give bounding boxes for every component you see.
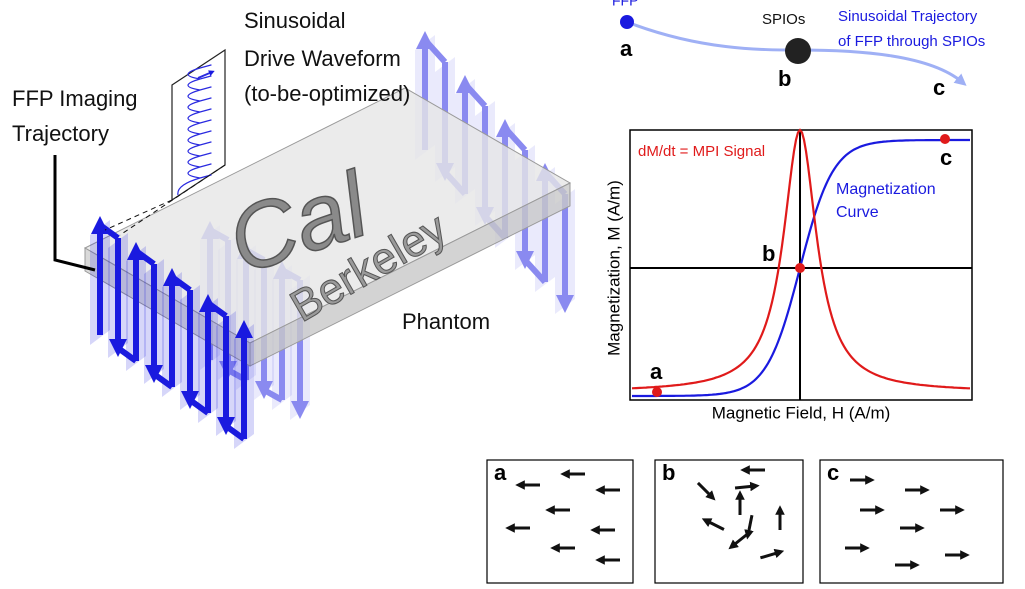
point-b	[795, 263, 805, 273]
point-label: b	[778, 66, 791, 91]
panel-label: b	[662, 460, 675, 485]
point-label: a	[650, 359, 663, 384]
spin-panels: a b c	[487, 460, 1003, 583]
point-label: c	[933, 75, 945, 100]
curve-label: Magnetization	[836, 181, 936, 198]
x-axis-label: Magnetic Field, H (A/m)	[712, 403, 891, 422]
trajectory-label: FFP Imaging	[12, 86, 138, 111]
panel-label: c	[827, 460, 839, 485]
waveform-label: Sinusoidal	[244, 8, 346, 33]
ffp-dot	[620, 15, 634, 29]
magnetization-plot: c b a dM/dt = MPI Signal Magnetization C…	[604, 130, 972, 422]
waveform-label: Drive Waveform	[244, 46, 401, 71]
ffp-label: FFP	[612, 0, 638, 9]
trajectory-title: Sinusoidal Trajectory	[838, 8, 978, 25]
spin-arrow	[735, 486, 755, 488]
signal-label: dM/dt = MPI Signal	[638, 143, 765, 160]
panel-label: a	[494, 460, 507, 485]
trajectory-label: Trajectory	[12, 121, 109, 146]
point-label: b	[762, 241, 775, 266]
point-label: c	[940, 145, 952, 170]
trajectory-title: of FFP through SPIOs	[838, 33, 985, 50]
ffp-trajectory-panel: FFP SPIOs Sinusoidal Trajectory of FFP t…	[612, 0, 985, 100]
phantom-label: Phantom	[402, 309, 490, 334]
figure: Cal Berkeley Sinusoidal Drive Waveform (…	[0, 0, 1025, 589]
waveform-label: (to-be-optimized)	[244, 81, 410, 106]
curve-label: Curve	[836, 204, 879, 221]
panel-box	[487, 460, 633, 583]
point-label: a	[620, 36, 633, 61]
spio-dot	[785, 38, 811, 64]
phantom-scene: Cal Berkeley Sinusoidal Drive Waveform (…	[12, 8, 575, 449]
point-c	[940, 134, 950, 144]
spio-label: SPIOs	[762, 11, 805, 28]
y-axis-label: Magnetization, M (A/m)	[604, 180, 623, 356]
point-a	[652, 387, 662, 397]
